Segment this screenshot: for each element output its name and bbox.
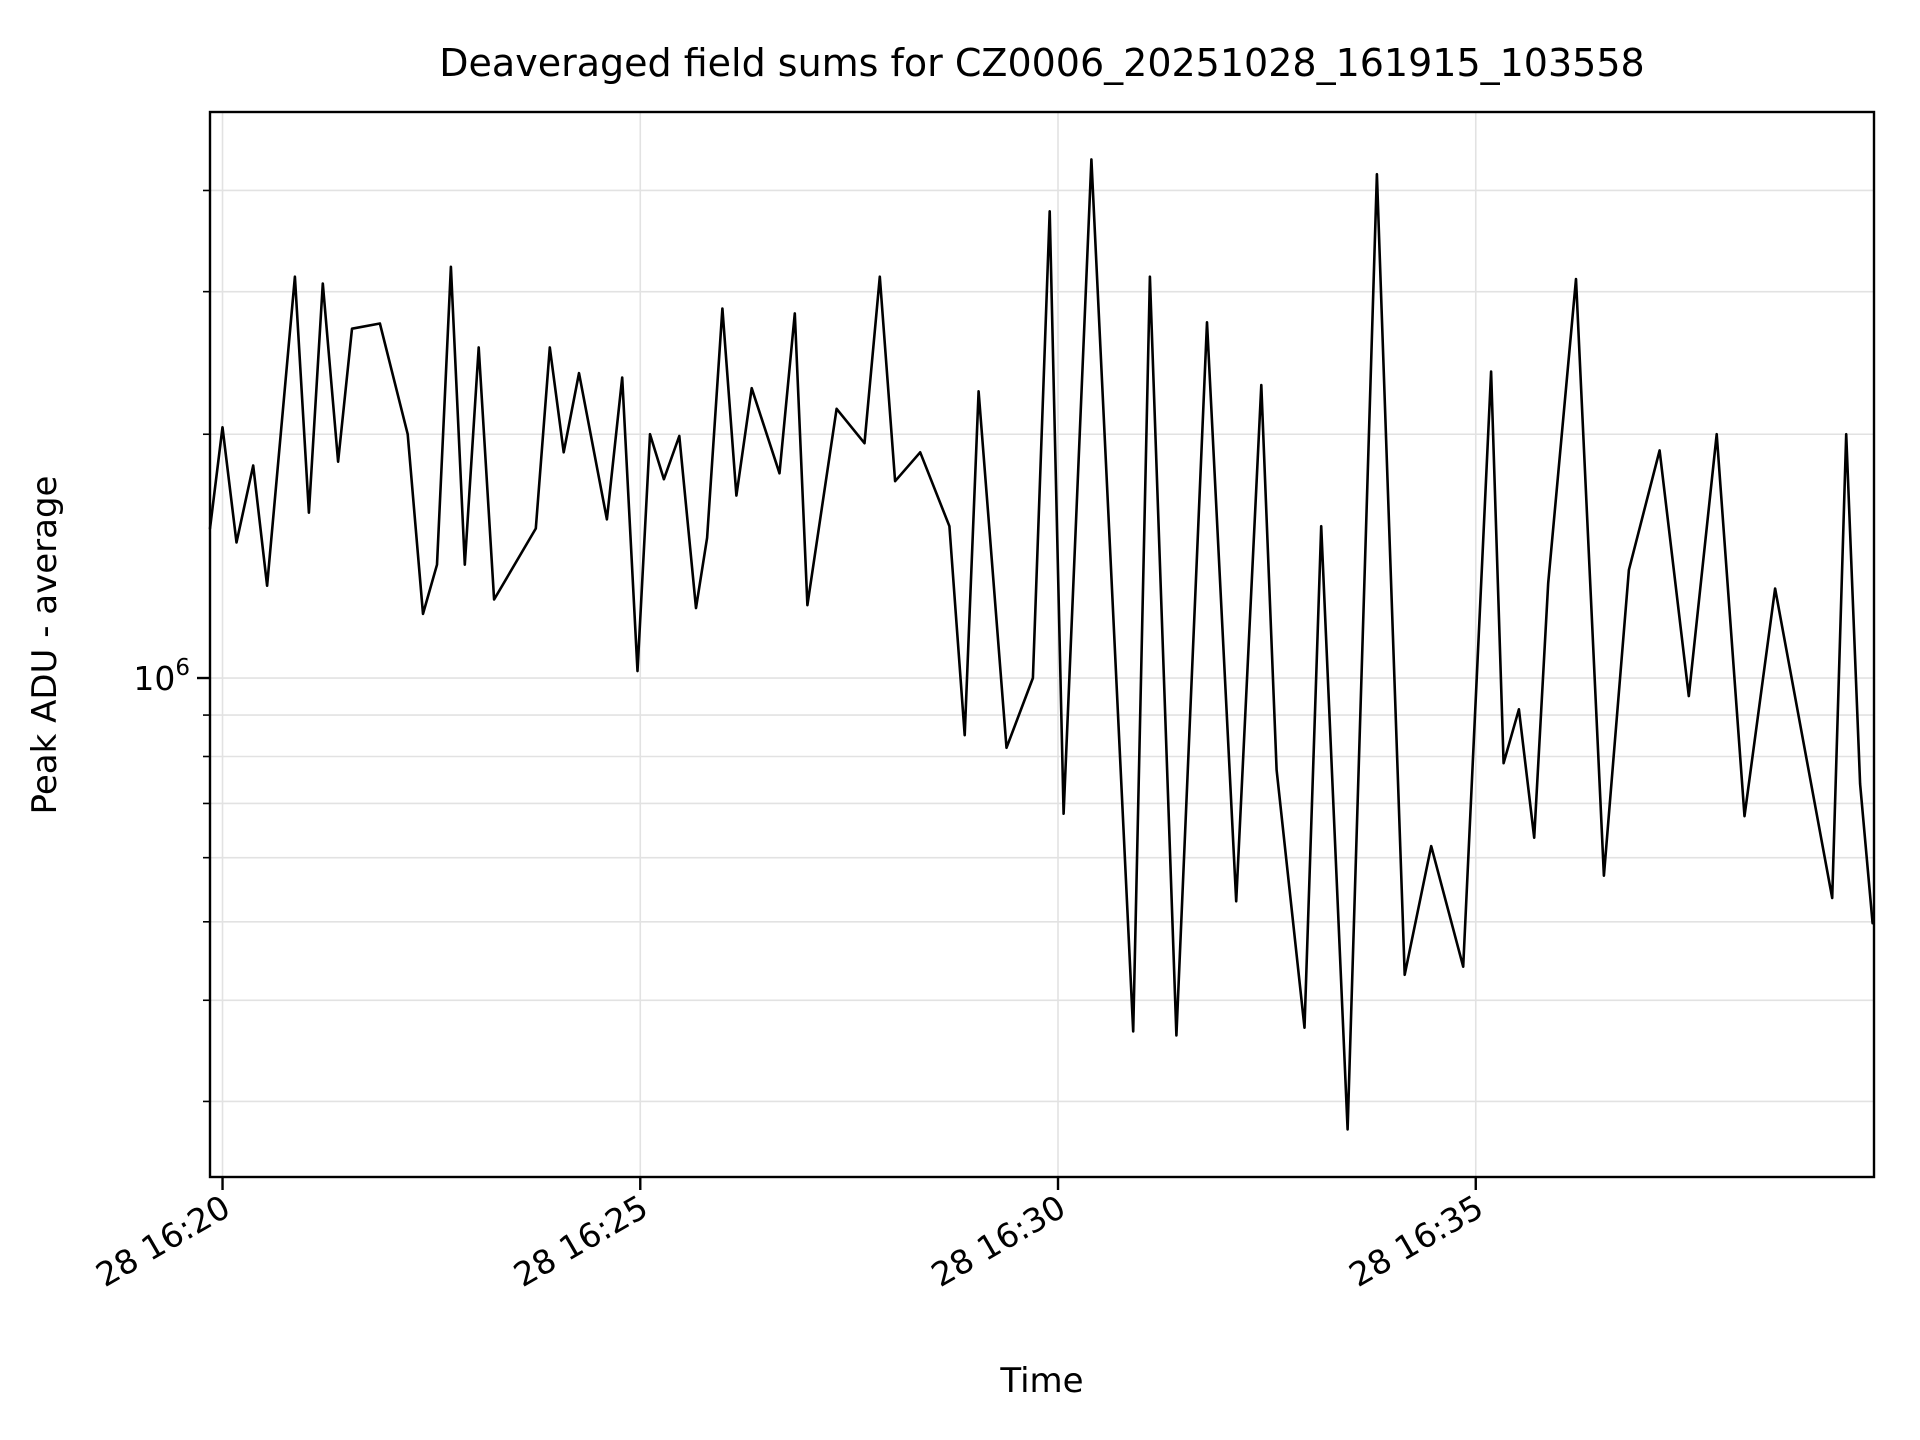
x-tick-label-layer: 28 16:20 28 16:25 28 16:30 28 16:35 [89, 1187, 1490, 1295]
axes-frame [208, 110, 1876, 1179]
x-tick-label: 28 16:35 [1342, 1187, 1489, 1295]
x-tick-label: 28 16:20 [89, 1187, 236, 1295]
y-major-tick-label: 106 [133, 655, 190, 698]
y-axis-label: Peak ADU - average [25, 476, 65, 815]
chart-title: Deaveraged field sums for CZ0006_2025102… [439, 41, 1644, 85]
data-line [208, 158, 1874, 1131]
data-line-layer [208, 158, 1874, 1131]
x-tick-label: 28 16:25 [507, 1187, 654, 1295]
y-tick-exponent: 6 [175, 655, 190, 681]
x-tick-label: 28 16:30 [925, 1187, 1072, 1295]
x-axis-label: Time [999, 1361, 1083, 1401]
grid-layer [210, 112, 1874, 1177]
y-tick-mantissa: 10 [133, 659, 175, 698]
tick-layer [197, 189, 1477, 1190]
